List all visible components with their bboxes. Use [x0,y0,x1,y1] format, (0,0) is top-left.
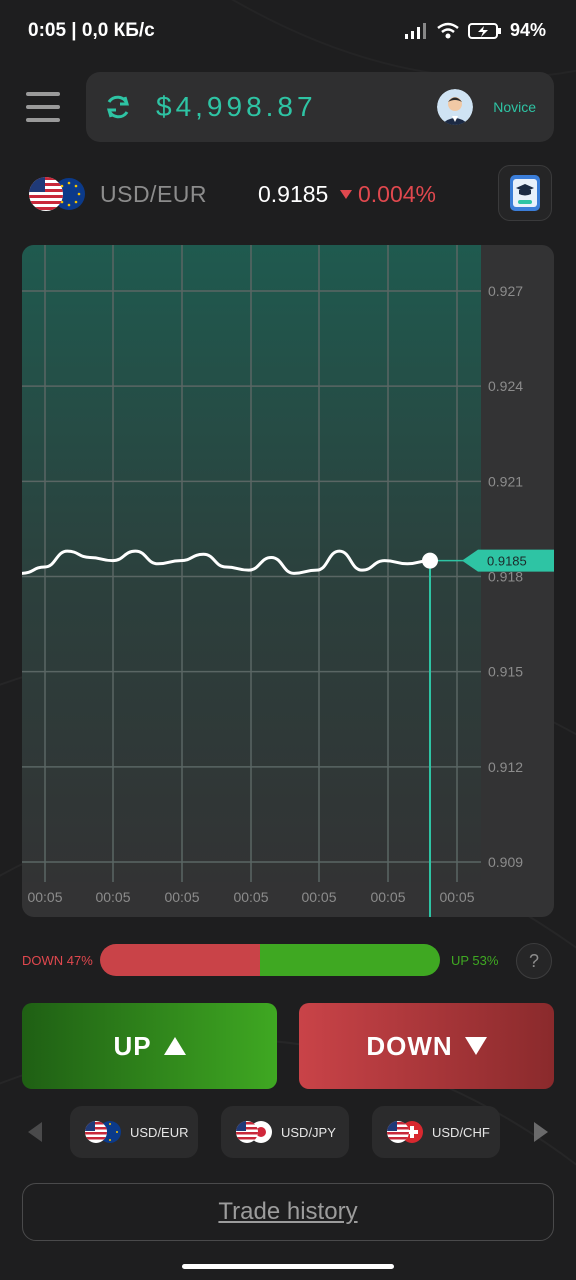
usd-jpy-flags-icon [236,1121,272,1143]
y-tick-label: 0.921 [488,473,523,489]
x-tick-label: 00:05 [27,889,62,905]
x-tick-label: 00:05 [164,889,199,905]
education-button[interactable] [498,165,552,221]
x-tick-label: 00:05 [233,889,268,905]
sentiment-down-fill [100,944,260,976]
up-button[interactable]: UP [22,1003,277,1089]
refresh-icon[interactable] [104,93,132,121]
down-percent-label: DOWN 47% [22,953,93,968]
asset-name[interactable]: USD/EUR [100,181,208,207]
graduation-tablet-icon [510,175,540,211]
usd-chf-flags-icon [387,1121,423,1143]
y-axis: 0.927 0.924 0.921 0.918 0.915 0.912 0.909 [488,283,523,870]
signal-icon [404,22,426,39]
price-chart[interactable]: 0.927 0.924 0.921 0.918 0.915 0.912 0.909 00:0… [22,245,554,917]
battery-charging-icon [467,22,501,39]
x-tick-label: 00:05 [370,889,405,905]
x-axis: 00:05 00:05 00:05 00:05 00:05 00:05 00:05 [27,889,474,905]
y-tick-label: 0.915 [488,664,523,680]
down-button-label: DOWN [366,1030,453,1061]
sentiment-bar [100,944,440,976]
sentiment-up-fill [259,944,440,976]
asset-chip-label: USD/EUR [130,1124,189,1140]
asset-chip-label: USD/JPY [281,1124,336,1140]
up-percent-label: UP 53% [451,953,499,968]
status-icons: 94% [404,20,546,41]
asset-change-value: 0.004% [358,181,437,207]
trade-history-button[interactable]: Trade history [22,1183,554,1241]
x-tick-label: 00:05 [301,889,336,905]
current-price-label: 0.9185 [487,554,527,569]
user-level: Novice [493,99,536,115]
battery-percent: 94% [509,20,546,40]
asset-chip-usd-chf[interactable]: USD/CHF [372,1106,500,1158]
avatar[interactable] [437,89,474,125]
chevron-right-icon[interactable] [534,1122,548,1142]
home-indicator [182,1264,394,1269]
y-tick-label: 0.927 [488,283,523,299]
down-button[interactable]: DOWN [299,1003,554,1089]
price-line [22,549,431,575]
y-tick-label: 0.909 [488,854,523,870]
up-triangle-icon [163,1037,186,1055]
current-price-tag [462,549,554,572]
asset-price: 0.9185 [258,181,329,207]
up-button-label: UP [113,1030,152,1061]
x-tick-label: 00:05 [439,889,474,905]
chart-grid [22,245,481,882]
wifi-icon [437,22,459,38]
down-triangle-icon [464,1037,487,1055]
x-tick-label: 00:05 [95,889,130,905]
hamburger-menu-icon[interactable] [26,92,60,122]
y-tick-label: 0.918 [488,569,523,585]
help-button[interactable]: ? [516,943,552,979]
asset-chip-label: USD/CHF [432,1124,490,1140]
balance-panel: $4,998.87 Novice [86,72,554,142]
usd-eur-flags-icon [28,176,88,212]
asset-chip-usd-jpy[interactable]: USD/JPY [221,1106,349,1158]
asset-change: 0.004% [340,181,436,208]
y-tick-label: 0.924 [488,378,523,394]
asset-chip-usd-eur[interactable]: USD/EUR [70,1106,198,1158]
y-tick-label: 0.912 [488,759,523,775]
balance-value: $4,998.87 [156,91,317,122]
status-time: 0:05 | 0,0 КБ/с [28,20,155,41]
usd-eur-flags-icon [85,1121,121,1143]
current-price-dot [422,552,438,569]
down-arrow-icon [340,190,352,199]
chevron-left-icon[interactable] [28,1122,42,1142]
chart-canvas: 0.927 0.924 0.921 0.918 0.915 0.912 0.909 00:0… [22,245,554,917]
